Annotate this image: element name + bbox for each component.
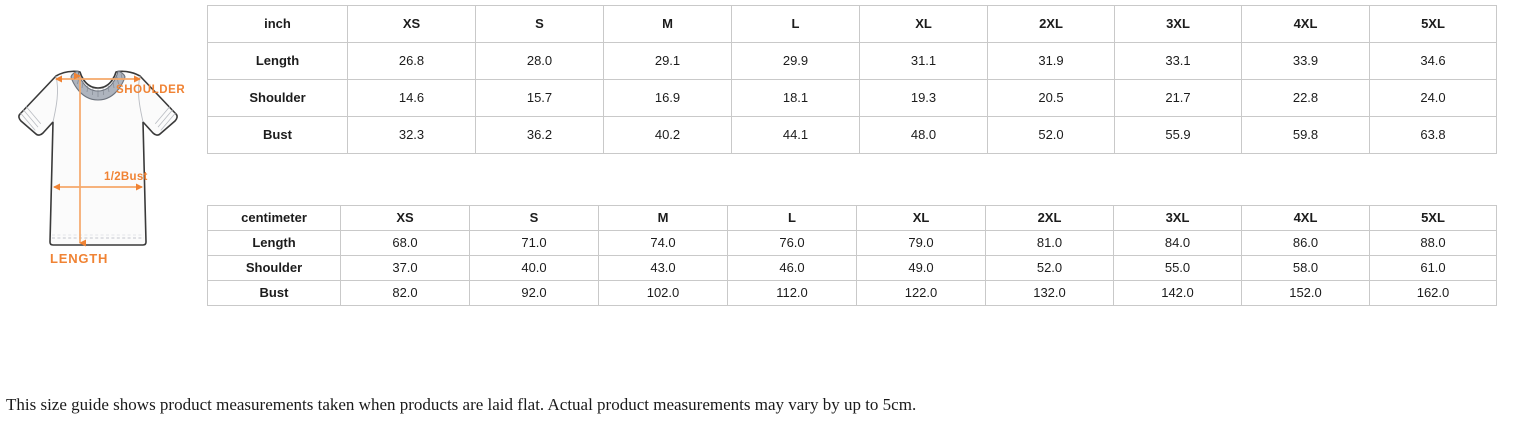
size-table-inch: inch XS S M L XL 2XL 3XL 4XL 5XL Length …: [207, 5, 1497, 154]
cell: 21.7: [1114, 79, 1242, 117]
cell: 71.0: [469, 230, 599, 256]
col-header-m: M: [598, 205, 728, 231]
col-header-3xl: 3XL: [1114, 5, 1242, 43]
cell: 49.0: [856, 255, 986, 281]
col-header-5xl: 5XL: [1369, 205, 1497, 231]
cell: 28.0: [475, 42, 604, 80]
cell: 52.0: [985, 255, 1114, 281]
col-header-xl: XL: [856, 205, 986, 231]
cell: 48.0: [859, 116, 988, 154]
cell: 24.0: [1369, 79, 1497, 117]
row-label-shoulder: Shoulder: [207, 255, 341, 281]
cell: 76.0: [727, 230, 857, 256]
cell: 79.0: [856, 230, 986, 256]
col-header-l: L: [727, 205, 857, 231]
col-header-xs: XS: [347, 5, 476, 43]
cell: 19.3: [859, 79, 988, 117]
cell: 132.0: [985, 280, 1114, 306]
cell: 46.0: [727, 255, 857, 281]
cell: 16.9: [603, 79, 732, 117]
cell: 152.0: [1241, 280, 1370, 306]
bust-label: 1/2Bust: [104, 171, 148, 183]
cell: 20.5: [987, 79, 1115, 117]
cell: 33.9: [1241, 42, 1370, 80]
cell: 55.0: [1113, 255, 1242, 281]
table-row: Shoulder 14.6 15.7 16.9 18.1 19.3 20.5 2…: [207, 79, 1497, 117]
cell: 40.2: [603, 116, 732, 154]
hem-stitch-line: [52, 234, 144, 239]
row-label-bust: Bust: [207, 116, 348, 154]
cell: 162.0: [1369, 280, 1497, 306]
cell: 15.7: [475, 79, 604, 117]
cell: 81.0: [985, 230, 1114, 256]
shirt-body-shape: [18, 70, 178, 246]
cell: 29.1: [603, 42, 732, 80]
cell: 92.0: [469, 280, 599, 306]
cell: 26.8: [347, 42, 476, 80]
unit-header-inch: inch: [207, 5, 348, 43]
cell: 84.0: [1113, 230, 1242, 256]
cell: 40.0: [469, 255, 599, 281]
col-header-l: L: [731, 5, 860, 43]
row-label-length: Length: [207, 42, 348, 80]
row-label-length: Length: [207, 230, 341, 256]
col-header-3xl: 3XL: [1113, 205, 1242, 231]
table-row: Length 68.0 71.0 74.0 76.0 79.0 81.0 84.…: [207, 230, 1497, 256]
unit-header-centimeter: centimeter: [207, 205, 341, 231]
row-label-bust: Bust: [207, 280, 341, 306]
cell: 102.0: [598, 280, 728, 306]
cell: 88.0: [1369, 230, 1497, 256]
cell: 58.0: [1241, 255, 1370, 281]
table-row: Shoulder 37.0 40.0 43.0 46.0 49.0 52.0 5…: [207, 255, 1497, 281]
col-header-5xl: 5XL: [1369, 5, 1497, 43]
size-guide-note: This size guide shows product measuremen…: [6, 395, 917, 414]
cell: 32.3: [347, 116, 476, 154]
cell: 31.1: [859, 42, 988, 80]
cell: 33.1: [1114, 42, 1242, 80]
cell: 86.0: [1241, 230, 1370, 256]
size-table-centimeter: centimeter XS S M L XL 2XL 3XL 4XL 5XL L…: [207, 205, 1497, 306]
cell: 44.1: [731, 116, 860, 154]
cell: 37.0: [340, 255, 470, 281]
cell: 18.1: [731, 79, 860, 117]
cell: 22.8: [1241, 79, 1370, 117]
cell: 31.9: [987, 42, 1115, 80]
table-header-row: centimeter XS S M L XL 2XL 3XL 4XL 5XL: [207, 205, 1497, 231]
cell: 68.0: [340, 230, 470, 256]
cell: 34.6: [1369, 42, 1497, 80]
col-header-xs: XS: [340, 205, 470, 231]
cell: 74.0: [598, 230, 728, 256]
length-label: LENGTH: [50, 251, 108, 266]
cell: 43.0: [598, 255, 728, 281]
table-row: Length 26.8 28.0 29.1 29.9 31.1 31.9 33.…: [207, 42, 1497, 80]
col-header-2xl: 2XL: [985, 205, 1114, 231]
cell: 52.0: [987, 116, 1115, 154]
row-label-shoulder: Shoulder: [207, 79, 348, 117]
col-header-4xl: 4XL: [1241, 5, 1370, 43]
table-header-row: inch XS S M L XL 2XL 3XL 4XL 5XL: [207, 5, 1497, 43]
col-header-xl: XL: [859, 5, 988, 43]
col-header-m: M: [603, 5, 732, 43]
col-header-s: S: [469, 205, 599, 231]
col-header-4xl: 4XL: [1241, 205, 1370, 231]
cell: 29.9: [731, 42, 860, 80]
cell: 61.0: [1369, 255, 1497, 281]
cell: 82.0: [340, 280, 470, 306]
cell: 122.0: [856, 280, 986, 306]
shoulder-label: SHOULDER: [116, 84, 185, 96]
cell: 14.6: [347, 79, 476, 117]
cell: 112.0: [727, 280, 857, 306]
cell: 36.2: [475, 116, 604, 154]
t-shirt-measurement-diagram: SHOULDER 1/2Bust LENGTH: [8, 52, 204, 276]
cell: 55.9: [1114, 116, 1242, 154]
cell: 142.0: [1113, 280, 1242, 306]
col-header-2xl: 2XL: [987, 5, 1115, 43]
table-row: Bust 32.3 36.2 40.2 44.1 48.0 52.0 55.9 …: [207, 116, 1497, 154]
cell: 63.8: [1369, 116, 1497, 154]
cell: 59.8: [1241, 116, 1370, 154]
col-header-s: S: [475, 5, 604, 43]
table-row: Bust 82.0 92.0 102.0 112.0 122.0 132.0 1…: [207, 280, 1497, 306]
